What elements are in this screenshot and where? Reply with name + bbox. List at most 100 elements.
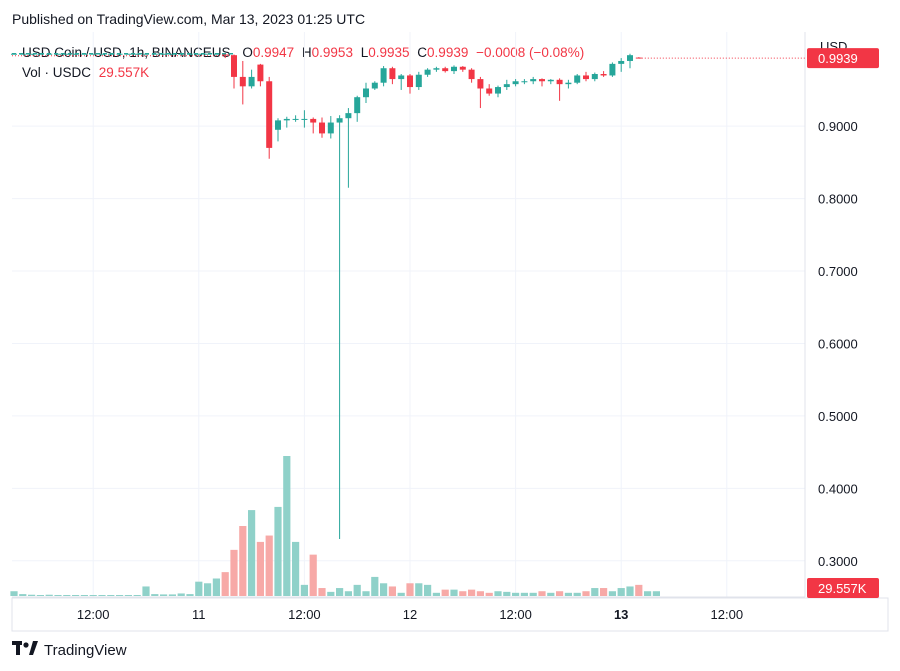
last-price-label: 0.9939 (818, 51, 858, 66)
candle-body (407, 75, 413, 88)
candle-body (222, 54, 229, 56)
candle-body (310, 118, 317, 123)
volume-bar (591, 588, 599, 596)
candle-body (459, 66, 466, 70)
footer-brand[interactable]: TradingView (12, 641, 127, 659)
volume-bar (142, 586, 150, 596)
volume-bar (520, 592, 528, 596)
volume-bar (406, 583, 414, 596)
footer-brand-label: TradingView (44, 641, 127, 659)
candle (547, 79, 554, 85)
close-label: C (417, 45, 428, 60)
candle (134, 53, 141, 55)
volume-bar (468, 589, 476, 596)
candle (398, 74, 405, 90)
volume-bar (80, 595, 88, 596)
volume-bar (160, 594, 168, 596)
volume-bar (239, 526, 247, 596)
candle (99, 53, 105, 55)
volume-bar (204, 583, 212, 596)
volume-bar (124, 595, 132, 596)
candle-body (539, 79, 545, 82)
volume-bar (265, 535, 273, 596)
chart-legend: USD Coin / USD, 1h, BINANCEUS O0.9947 H0… (22, 43, 584, 83)
candle (433, 66, 440, 72)
price-tick-label: 0.8000 (818, 192, 858, 207)
candle (627, 53, 633, 69)
volume-bar (177, 593, 185, 596)
candle-body (63, 53, 70, 55)
candle (459, 66, 466, 72)
candle-body (591, 74, 598, 80)
change-value: −0.0008 (−0.08%) (476, 45, 585, 60)
candle-body (495, 87, 501, 94)
price-tick-label: 0.3000 (818, 554, 858, 569)
low-value: 0.9935 (368, 45, 410, 60)
candle-body (266, 81, 273, 148)
volume-bar (107, 595, 115, 596)
symbol-label[interactable]: USD Coin / USD, 1h, BINANCEUS (22, 45, 231, 60)
candle (442, 66, 449, 73)
candle-body (275, 120, 281, 130)
candle (556, 78, 563, 101)
volume-bar (151, 594, 159, 596)
candle-body (442, 68, 449, 72)
close-value: 0.9939 (427, 45, 469, 60)
candle-body (292, 118, 299, 120)
volume-bar (573, 592, 581, 596)
candle-body (574, 75, 581, 83)
volume-bar (600, 588, 608, 596)
candle-body (125, 53, 132, 55)
volume-bar (344, 591, 352, 596)
candle-body (231, 55, 237, 77)
candle (574, 74, 581, 85)
volume-bar (353, 584, 361, 596)
candle (125, 53, 132, 55)
candle (28, 53, 35, 55)
candle-body (547, 79, 554, 82)
candle-body (371, 82, 378, 89)
candle (319, 117, 325, 138)
candle (310, 117, 317, 134)
last-price-tag (807, 48, 879, 69)
volume-value: 29.557K (98, 65, 150, 80)
price-tick-label: 0.5000 (818, 409, 858, 424)
price-chart[interactable]: USD0.90000.80000.70000.60000.50000.40000… (0, 0, 900, 640)
volume-bar (230, 549, 238, 596)
candle-body (424, 69, 431, 75)
candle (275, 118, 281, 142)
candle (407, 74, 413, 94)
candle (363, 82, 369, 103)
candle-body (327, 122, 334, 134)
candle (248, 69, 255, 89)
high-label: H (301, 45, 312, 60)
open-value: 0.9947 (252, 45, 295, 60)
volume-bar (256, 541, 264, 596)
volume-bar (274, 506, 282, 596)
candle-body (627, 55, 633, 61)
volume-bar (19, 594, 27, 596)
time-axis-frame (11, 597, 889, 632)
high-value: 0.9953 (311, 45, 353, 60)
candle-body (134, 53, 141, 55)
chart-grid (11, 32, 889, 632)
volume-bar (494, 591, 502, 596)
candle-body (363, 88, 369, 98)
candle (301, 110, 308, 128)
candle-body (503, 84, 510, 88)
price-tick-label: 0.4000 (818, 481, 858, 496)
time-tick-label: 12 (403, 607, 417, 622)
volume-label[interactable]: Vol · USDC (22, 65, 92, 80)
volume-bar (371, 576, 379, 596)
price-axis: USD0.90000.80000.70000.60000.50000.40000… (807, 39, 879, 598)
volume-bar (248, 510, 256, 596)
volume-bar (380, 583, 388, 596)
candle (539, 78, 545, 87)
volume-bar (45, 594, 53, 596)
candle-body (248, 76, 255, 87)
time-axis: 12:00 11 12:00 12 12:00 13 12:00 (77, 607, 743, 622)
candle-body (90, 53, 97, 55)
candle-body (398, 75, 405, 80)
candle (503, 79, 510, 90)
candle (327, 116, 334, 139)
